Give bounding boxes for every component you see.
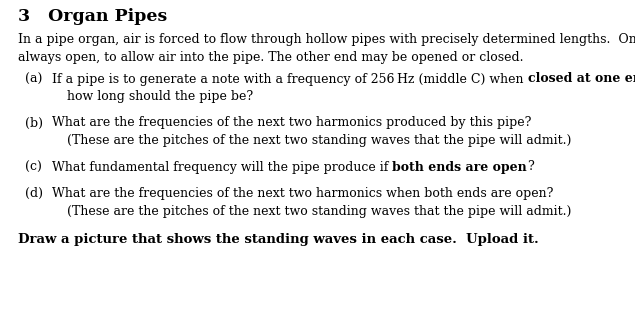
Text: What are the frequencies of the next two harmonics produced by this pipe?: What are the frequencies of the next two… [52, 117, 531, 130]
Text: (These are the pitches of the next two standing waves that the pipe will admit.): (These are the pitches of the next two s… [67, 134, 572, 147]
Text: What fundamental frequency will the pipe produce if: What fundamental frequency will the pipe… [52, 161, 392, 174]
Text: both ends are open: both ends are open [392, 161, 527, 174]
Text: In a pipe organ, air is forced to flow through hollow pipes with precisely deter: In a pipe organ, air is forced to flow t… [18, 33, 635, 46]
Text: 3   Organ Pipes: 3 Organ Pipes [18, 8, 167, 25]
Text: always open, to allow air into the pipe. The other end may be opened or closed.: always open, to allow air into the pipe.… [18, 51, 523, 64]
Text: (d): (d) [25, 187, 43, 200]
Text: (c): (c) [25, 161, 42, 174]
Text: how long should the pipe be?: how long should the pipe be? [67, 90, 253, 103]
Text: (These are the pitches of the next two standing waves that the pipe will admit.): (These are the pitches of the next two s… [67, 205, 572, 218]
Text: (a): (a) [25, 73, 43, 86]
Text: closed at one end: closed at one end [528, 73, 635, 86]
Text: What are the frequencies of the next two harmonics when both ends are open?: What are the frequencies of the next two… [52, 187, 553, 200]
Text: If a pipe is to generate a note with a frequency of 256 Hz (middle C) when: If a pipe is to generate a note with a f… [52, 73, 528, 86]
Text: ?: ? [527, 161, 534, 174]
Text: (b): (b) [25, 117, 43, 130]
Text: Draw a picture that shows the standing waves in each case.  Upload it.: Draw a picture that shows the standing w… [18, 233, 538, 246]
